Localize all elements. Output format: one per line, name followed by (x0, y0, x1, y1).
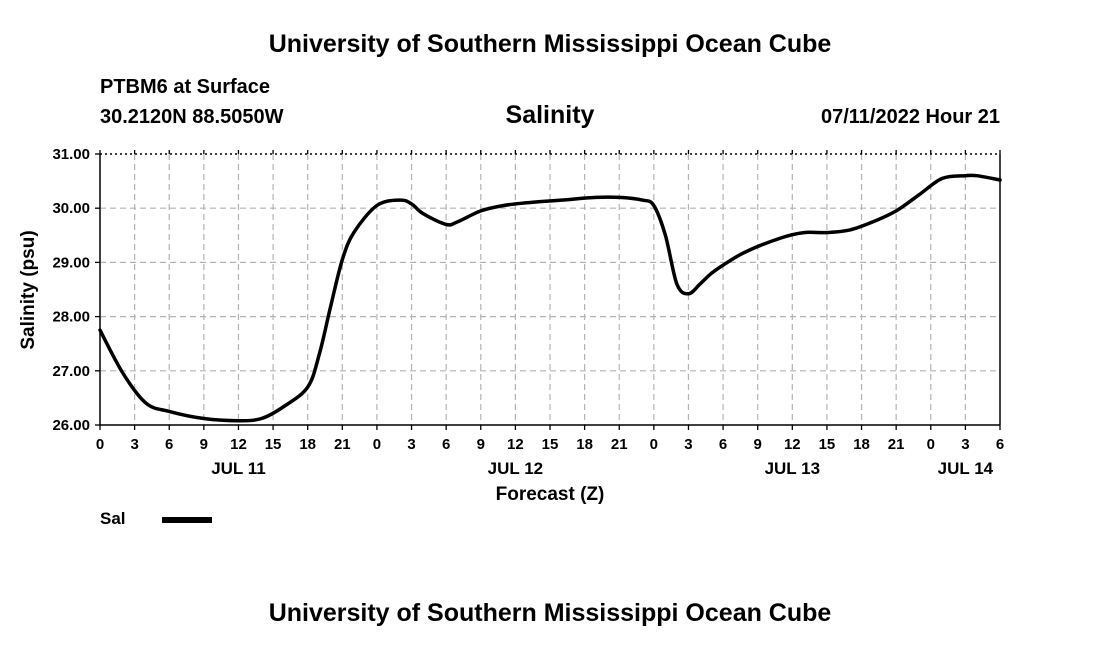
y-tick-label: 26.00 (52, 417, 90, 434)
main-title: University of Southern Mississippi Ocean… (268, 30, 832, 58)
x-tick-label: 0 (96, 436, 104, 453)
x-tick-label: 18 (853, 436, 870, 453)
x-tick-label: 6 (165, 436, 173, 453)
x-tick-label: 12 (230, 436, 247, 453)
y-tick-label: 28.00 (52, 309, 90, 326)
y-axis-label: Salinity (psu) (18, 230, 39, 349)
x-tick-label: 0 (927, 436, 935, 453)
footer-title: University of Southern Mississippi Ocean… (268, 599, 832, 627)
y-tick-label: 27.00 (52, 363, 90, 380)
x-tick-label: 15 (265, 436, 282, 453)
x-tick-label: 6 (996, 436, 1004, 453)
x-tick-label: 6 (719, 436, 727, 453)
station-label: PTBM6 at Surface (100, 76, 271, 98)
grid-lines (100, 154, 1000, 425)
x-tick-label: 9 (754, 436, 762, 453)
x-tick-label: 21 (888, 436, 905, 453)
series-line-sal (98, 173, 1002, 423)
y-tick-label: 30.00 (52, 200, 90, 217)
x-tick-label: 15 (542, 436, 559, 453)
y-tick-label: 29.00 (52, 254, 90, 271)
x-tick-label: 0 (373, 436, 381, 453)
x-tick-label: 9 (477, 436, 485, 453)
x-tick-label: 18 (299, 436, 316, 453)
x-tick-label: 12 (507, 436, 524, 453)
x-tick-label: 21 (334, 436, 351, 453)
x-tick-label: 3 (130, 436, 138, 453)
x-tick-label: 21 (611, 436, 628, 453)
x-date-label: JUL 14 (938, 459, 994, 478)
x-tick-label: 6 (442, 436, 450, 453)
legend-label: Sal (100, 509, 126, 528)
axis-ticks: 0 3 6 9 12 15 18 21 0 3 6 9 12 15 18 21 0 3 6 9 12 15 18 21 0 3 6J… (52, 146, 1004, 478)
x-tick-label: 12 (784, 436, 801, 453)
chart-title: Salinity (505, 101, 595, 129)
x-date-label: JUL 12 (488, 459, 543, 478)
x-tick-label: 3 (684, 436, 692, 453)
x-date-label: JUL 11 (211, 459, 266, 478)
x-tick-label: 3 (407, 436, 415, 453)
x-axis-label: Forecast (Z) (496, 484, 605, 505)
x-date-label: JUL 13 (765, 459, 820, 478)
x-tick-label: 3 (961, 436, 969, 453)
x-tick-label: 9 (200, 436, 208, 453)
series-layer (98, 173, 1002, 423)
forecast-run-time: 07/11/2022 Hour 21 (820, 106, 1000, 128)
station-coordinates: 30.2120N 88.5050W (100, 106, 284, 128)
legend-swatch (162, 517, 212, 523)
x-tick-label: 18 (576, 436, 593, 453)
y-tick-label: 31.00 (52, 146, 90, 163)
x-tick-label: 0 (650, 436, 658, 453)
x-tick-label: 15 (819, 436, 836, 453)
